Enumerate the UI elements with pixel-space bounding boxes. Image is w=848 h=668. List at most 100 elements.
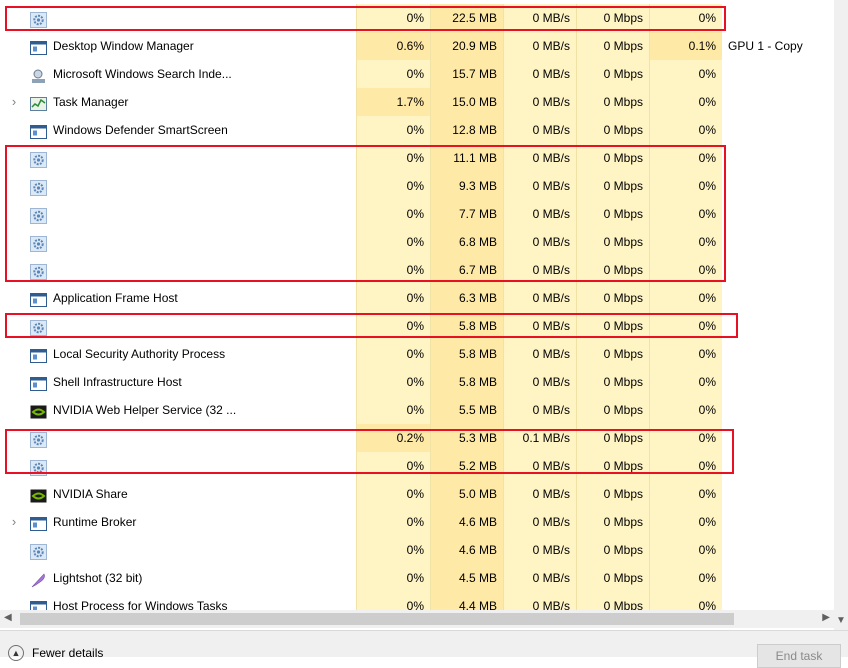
disk-value: 0 MB/s (503, 116, 576, 144)
network-value: 0 Mbps (576, 480, 649, 508)
gpu-engine-value (728, 368, 828, 396)
table-row[interactable]: › Runtime Broker 0% 4.6 MB 0 MB/s 0 Mbps 0% (0, 508, 834, 536)
cpu-value: 0% (356, 452, 430, 480)
table-row[interactable]: 0% 4.6 MB 0 MB/s 0 Mbps 0% (0, 536, 834, 564)
table-row[interactable]: › Task Manager 1.7% 15.0 MB 0 MB/s 0 Mbps 0% (0, 88, 834, 116)
cpu-value: 0% (356, 536, 430, 564)
memory-value: 22.5 MB (430, 4, 503, 32)
gpu-value: 0% (649, 88, 722, 116)
cpu-value: 0% (356, 200, 430, 228)
gpu-engine-value (728, 88, 828, 116)
disk-value: 0 MB/s (503, 88, 576, 116)
memory-value: 4.5 MB (430, 564, 503, 592)
process-name (53, 228, 353, 256)
gpu-engine-value (728, 256, 828, 284)
memory-value: 15.7 MB (430, 60, 503, 88)
gpu-value: 0% (649, 256, 722, 284)
table-row[interactable]: Application Frame Host 0% 6.3 MB 0 MB/s 0 Mb… (0, 284, 834, 312)
process-name (53, 536, 353, 564)
disk-value: 0.1 MB/s (503, 424, 576, 452)
gpu-engine-value: GPU 1 - Copy (728, 39, 803, 53)
network-value: 0 Mbps (576, 60, 649, 88)
process-name: Windows Defender SmartScreen (53, 123, 228, 137)
gpu-engine-value (728, 424, 828, 452)
table-row[interactable]: 0% 22.5 MB 0 MB/s 0 Mbps 0% (0, 4, 834, 32)
memory-value: 5.3 MB (430, 424, 503, 452)
scroll-left-icon[interactable]: ◀ (4, 612, 12, 623)
horizontal-scrollbar[interactable]: ◀ ▶ (0, 610, 834, 628)
table-row[interactable]: Desktop Window Manager 0.6% 20.9 MB 0 MB/s 0… (0, 32, 834, 60)
table-row[interactable]: 0% 5.2 MB 0 MB/s 0 Mbps 0% (0, 452, 834, 480)
memory-value: 4.6 MB (430, 508, 503, 536)
table-row[interactable]: Local Security Authority Process 0% 5.8 MB… (0, 340, 834, 368)
memory-value: 6.3 MB (430, 284, 503, 312)
gear-icon (30, 430, 47, 448)
gpu-value: 0% (649, 172, 722, 200)
memory-value: 5.0 MB (430, 480, 503, 508)
gear-icon (30, 318, 47, 336)
disk-value: 0 MB/s (503, 368, 576, 396)
table-row[interactable]: Lightshot (32 bit) 0% 4.5 MB 0 MB/s 0 Mbps 0% (0, 564, 834, 592)
cpu-value: 0% (356, 228, 430, 256)
gpu-engine-value (728, 172, 828, 200)
table-row[interactable]: 0% 5.8 MB 0 MB/s 0 Mbps 0% (0, 312, 834, 340)
table-row[interactable]: 0% 6.7 MB 0 MB/s 0 Mbps 0% (0, 256, 834, 284)
window-icon (30, 290, 47, 307)
cpu-value: 0% (356, 172, 430, 200)
table-row[interactable]: Shell Infrastructure Host 0% 5.8 MB 0 MB/s 0… (0, 368, 834, 396)
disk-value: 0 MB/s (503, 4, 576, 32)
vertical-scrollbar[interactable]: ▼ (834, 0, 848, 630)
gpu-value: 0% (649, 116, 722, 144)
process-name (53, 144, 353, 172)
scroll-down-icon[interactable]: ▼ (836, 615, 846, 626)
memory-value: 5.8 MB (430, 340, 503, 368)
memory-value: 20.9 MB (430, 32, 503, 60)
table-row[interactable]: 0% 6.8 MB 0 MB/s 0 Mbps 0% (0, 228, 834, 256)
gpu-value: 0% (649, 564, 722, 592)
cpu-value: 0% (356, 284, 430, 312)
gear-icon (30, 234, 47, 252)
network-value: 0 Mbps (576, 368, 649, 396)
table-row[interactable]: 0.2% 5.3 MB 0.1 MB/s 0 Mbps 0% (0, 424, 834, 452)
gpu-engine-value (728, 340, 828, 368)
disk-value: 0 MB/s (503, 508, 576, 536)
fewer-details-button[interactable]: ▲ Fewer details (8, 645, 103, 661)
gear-icon (30, 262, 47, 280)
network-value: 0 Mbps (576, 312, 649, 340)
table-row[interactable]: 0% 7.7 MB 0 MB/s 0 Mbps 0% (0, 200, 834, 228)
table-row[interactable]: NVIDIA Share 0% 5.0 MB 0 MB/s 0 Mbps 0% (0, 480, 834, 508)
cpu-value: 0% (356, 480, 430, 508)
table-row[interactable]: Microsoft Windows Search Inde... 0% 15.7 M… (0, 60, 834, 88)
disk-value: 0 MB/s (503, 144, 576, 172)
cpu-value: 0% (356, 116, 430, 144)
memory-value: 5.5 MB (430, 396, 503, 424)
process-name (53, 4, 353, 32)
table-row[interactable]: NVIDIA Web Helper Service (32 ... 0% 5.5 M… (0, 396, 834, 424)
process-name: Lightshot (32 bit) (53, 571, 143, 585)
network-value: 0 Mbps (576, 200, 649, 228)
footer-bar: ▲ Fewer details End task (0, 630, 848, 668)
disk-value: 0 MB/s (503, 396, 576, 424)
cpu-value: 0.2% (356, 424, 430, 452)
cpu-value: 0% (356, 60, 430, 88)
process-name (53, 424, 353, 452)
fewer-details-label: Fewer details (32, 646, 104, 660)
gpu-value: 0% (649, 396, 722, 424)
expand-chevron-icon[interactable]: › (11, 514, 17, 529)
scroll-right-icon[interactable]: ▶ (822, 612, 830, 623)
expand-chevron-icon[interactable]: › (11, 94, 17, 109)
end-task-button[interactable]: End task (757, 644, 841, 668)
gpu-value: 0% (649, 508, 722, 536)
gpu-engine-value (728, 564, 828, 592)
horizontal-scroll-thumb[interactable] (20, 613, 734, 625)
memory-value: 5.2 MB (430, 452, 503, 480)
gear-icon (30, 10, 47, 28)
network-value: 0 Mbps (576, 536, 649, 564)
gpu-engine-value (728, 396, 828, 424)
network-value: 0 Mbps (576, 4, 649, 32)
table-row[interactable]: 0% 11.1 MB 0 MB/s 0 Mbps 0% (0, 144, 834, 172)
table-row[interactable]: Windows Defender SmartScreen 0% 12.8 MB 0 M… (0, 116, 834, 144)
memory-value: 7.7 MB (430, 200, 503, 228)
cpu-value: 0% (356, 4, 430, 32)
table-row[interactable]: 0% 9.3 MB 0 MB/s 0 Mbps 0% (0, 172, 834, 200)
